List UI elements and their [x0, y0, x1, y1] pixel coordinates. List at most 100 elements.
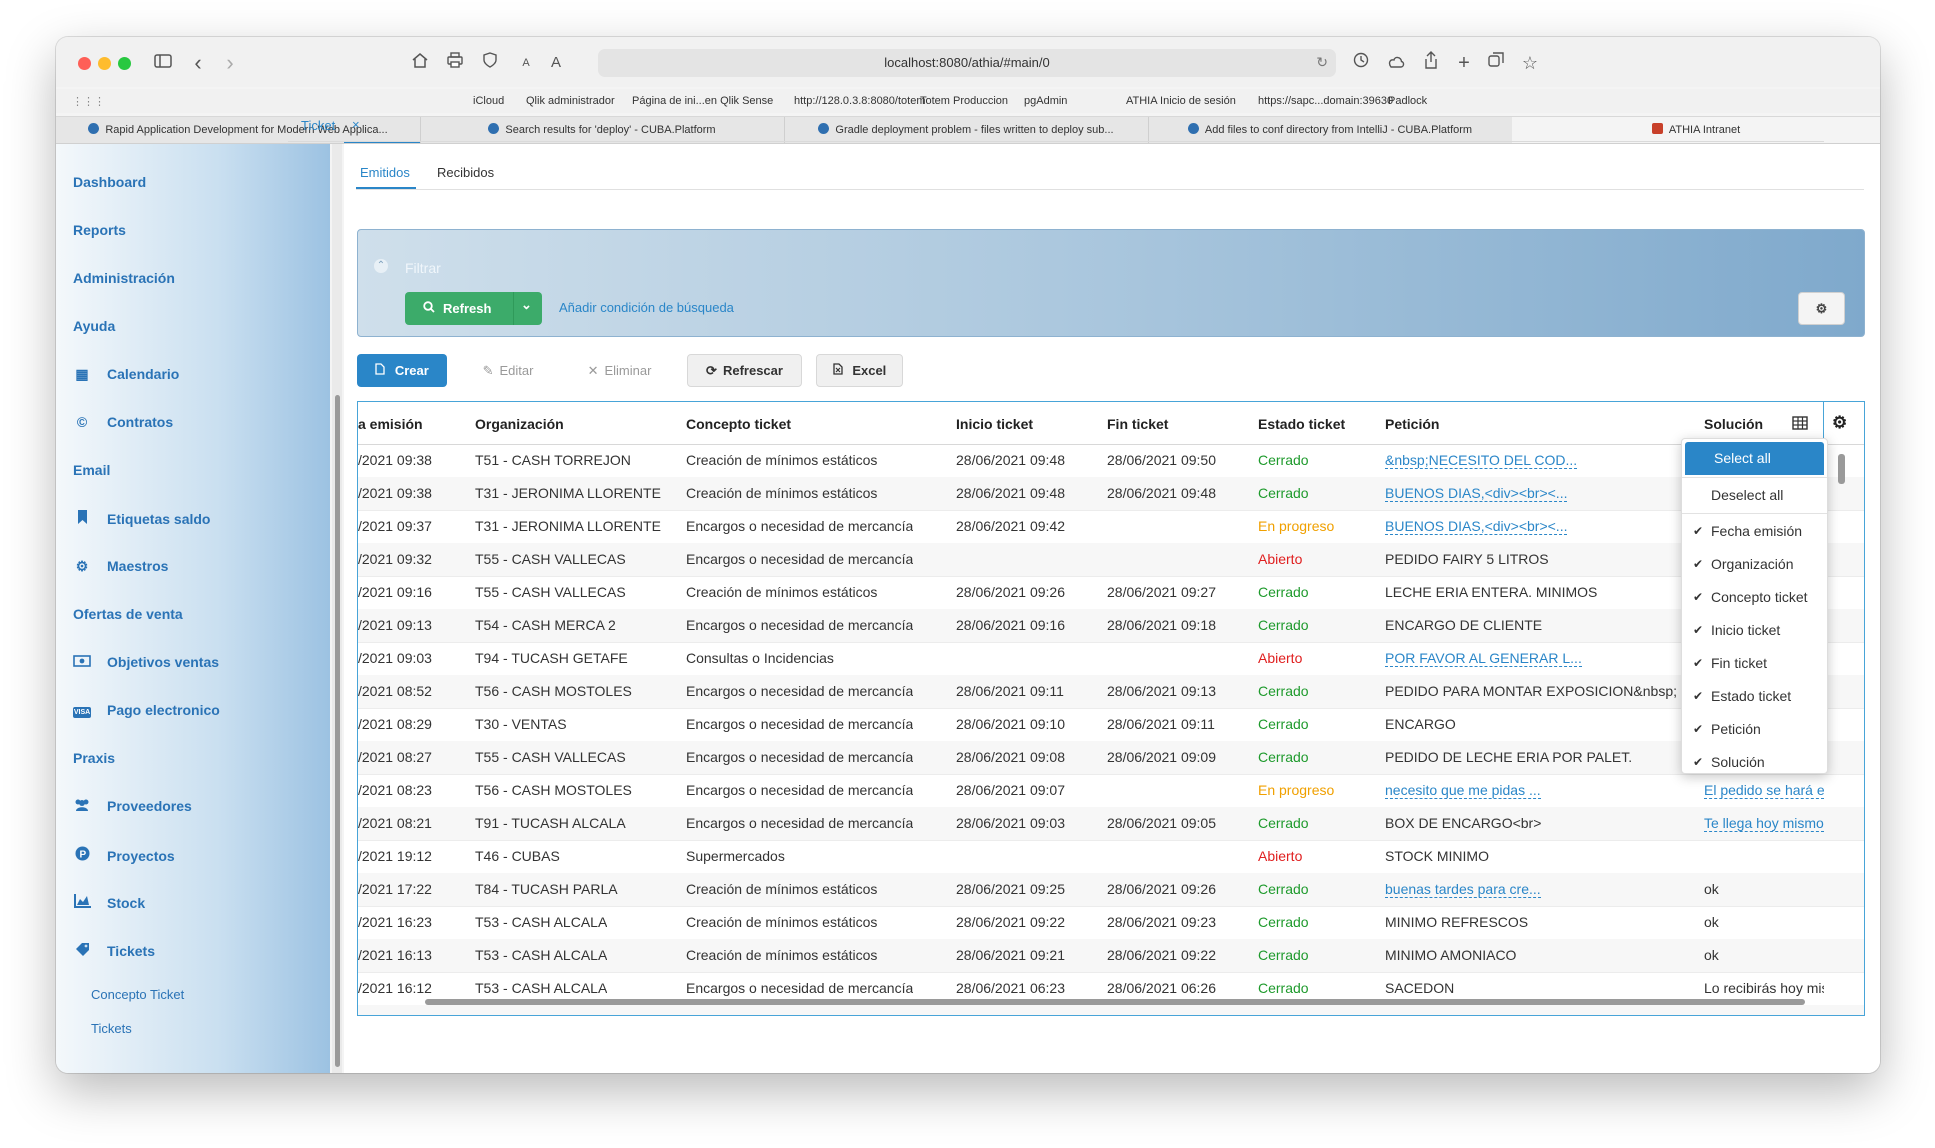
sidebar-item-administracion[interactable]: Administración: [73, 270, 175, 286]
browser-tab[interactable]: Rapid Application Development for Modern…: [56, 117, 421, 143]
column-toggle[interactable]: ✔ Fin ticket: [1682, 647, 1827, 680]
column-toggle[interactable]: ✔ Concepto ticket: [1682, 581, 1827, 614]
bookmark-athia[interactable]: ATHIA Inicio de sesión: [1126, 95, 1236, 107]
bookmark-totem[interactable]: http://128.0.3.8:8080/totem: [794, 95, 926, 107]
header-fin-ticket[interactable]: Fin ticket: [1107, 416, 1169, 432]
close-window-button[interactable]: [78, 57, 91, 70]
tab-ticket[interactable]: Ticket: [301, 118, 336, 133]
sidebar-item-proveedores[interactable]: Proveedores: [73, 798, 192, 814]
bookmark-qlik-sense[interactable]: Página de ini...en Qlik Sense: [632, 95, 774, 107]
table-row[interactable]: /2021 09:38 T31 - JERONIMA LLORENTE Creaci…: [358, 477, 1864, 511]
sidebar-item-etiquetas-saldo[interactable]: Etiquetas saldo: [73, 510, 210, 527]
tab-overview-icon[interactable]: [1484, 51, 1508, 75]
browser-tab[interactable]: Add files to conf directory from Intelli…: [1148, 117, 1513, 143]
cell-peticion[interactable]: &nbsp;NECESITO DEL COD...: [1385, 452, 1578, 469]
sidebar-item-ofertas-venta[interactable]: Ofertas de venta: [73, 606, 183, 622]
sidebar-subitem-tickets[interactable]: Tickets: [91, 1021, 132, 1036]
cell-peticion[interactable]: BUENOS DIAS,<div><br><...: [1385, 485, 1568, 502]
bookmark-totem-produccion[interactable]: Totem Produccion: [920, 95, 1009, 107]
refrescar-button[interactable]: ⟳ Refrescar: [687, 354, 802, 387]
table-row[interactable]: /2021 08:21 T91 - TUCASH ALCALA Encargos o…: [358, 807, 1864, 841]
cell-peticion[interactable]: necesito que me pidas ...: [1385, 782, 1541, 799]
subtab-recibidos[interactable]: Recibidos: [437, 165, 495, 180]
header-concepto-ticket[interactable]: Concepto ticket: [686, 416, 792, 432]
filter-settings-button[interactable]: ⚙: [1798, 292, 1845, 325]
grid-icon[interactable]: ⋮⋮⋮: [72, 96, 105, 108]
table-row[interactable]: /2021 09:03 T94 - TUCASH GETAFE Consultas …: [358, 642, 1864, 676]
table-row[interactable]: /2021 08:27 T55 - CASH VALLECAS Encargos o…: [358, 741, 1864, 775]
sidebar-item-reports[interactable]: Reports: [73, 222, 126, 238]
bookmark-sapc[interactable]: https://sapc...domain:39630: [1258, 95, 1394, 107]
excel-button[interactable]: Excel: [816, 354, 903, 387]
sidebar-item-pago-electronico[interactable]: VISA Pago electronico: [73, 702, 220, 718]
table-row[interactable]: /2021 17:22 T84 - TUCASH PARLA Creación de…: [358, 873, 1864, 907]
bookmark-pgadmin[interactable]: pgAdmin: [1024, 95, 1068, 107]
cell-peticion[interactable]: buenas tardes para cre...: [1385, 881, 1541, 898]
cell-peticion[interactable]: BUENOS DIAS,<div><br><...: [1385, 518, 1568, 535]
table-row[interactable]: /2021 19:12 T46 - CUBAS Supermercados Abier…: [358, 840, 1864, 874]
editar-button[interactable]: ✎ Editar: [463, 354, 553, 387]
refresh-filter-button[interactable]: Refresh ⌄: [405, 292, 542, 325]
column-toggle[interactable]: ✔ Organización: [1682, 548, 1827, 581]
vertical-scroll-thumb[interactable]: [1838, 454, 1845, 484]
history-icon[interactable]: [1349, 51, 1373, 75]
column-layout-icon[interactable]: [1792, 416, 1808, 435]
sidebar-item-stock[interactable]: Stock: [73, 894, 145, 911]
chevron-down-icon[interactable]: ⌄: [521, 297, 532, 312]
deselect-all-button[interactable]: Deselect all: [1711, 487, 1784, 503]
sidebar-item-objetivos-ventas[interactable]: Objetivos ventas: [73, 654, 219, 670]
table-row[interactable]: /2021 09:13 T54 - CASH MERCA 2 Encargos o …: [358, 609, 1864, 643]
crear-button[interactable]: Crear: [357, 354, 447, 387]
zoom-window-button[interactable]: [118, 57, 131, 70]
cell-solucion[interactable]: Te llega hoy mismo.<s: [1704, 815, 1824, 832]
table-row[interactable]: /2021 08:23 T56 - CASH MOSTOLES Encargos o…: [358, 774, 1864, 808]
browser-tab[interactable]: Search results for 'deploy' - CUBA.Platf…: [420, 117, 785, 143]
cell-peticion[interactable]: te envio una plantilla...: [1385, 1013, 1524, 1015]
header-fecha-emision[interactable]: a emisión: [358, 416, 423, 432]
cell-solucion[interactable]: El pedido se hará el p...: [1704, 782, 1824, 799]
browser-tab[interactable]: Gradle deployment problem - files writte…: [784, 117, 1149, 143]
table-row[interactable]: /2021 16:23 T53 - CASH ALCALA Creación de …: [358, 906, 1864, 940]
sidebar-item-maestros[interactable]: ⚙ Maestros: [73, 558, 169, 575]
share-icon[interactable]: [1419, 51, 1443, 75]
collapse-filter-icon[interactable]: ⌃: [374, 259, 388, 273]
header-peticion[interactable]: Petición: [1385, 416, 1440, 432]
text-larger-icon[interactable]: A: [550, 54, 561, 71]
sidebar-item-proyectos[interactable]: P Proyectos: [73, 846, 175, 864]
star-icon[interactable]: ☆: [1521, 53, 1539, 73]
eliminar-button[interactable]: ✕ Eliminar: [572, 354, 667, 387]
address-bar[interactable]: localhost:8080/athia/#main/0 ↻: [598, 49, 1336, 77]
bookmark-padlock[interactable]: Padlock: [1388, 95, 1428, 107]
sidebar-item-contratos[interactable]: © Contratos: [73, 414, 173, 430]
sidebar-item-calendario[interactable]: ▦ Calendario: [73, 366, 179, 383]
cell-peticion[interactable]: POR FAVOR AL GENERAR L...: [1385, 650, 1582, 667]
table-row[interactable]: /2021 09:37 T31 - JERONIMA LLORENTE Encarg…: [358, 510, 1864, 544]
table-row[interactable]: /2021 14:52 T13 - VILLAVERDE 2 Creación de…: [358, 1005, 1864, 1015]
sidebar-item-ayuda[interactable]: Ayuda: [73, 318, 116, 334]
reload-icon[interactable]: ↻: [1316, 54, 1328, 70]
sidebar-item-praxis[interactable]: Praxis: [73, 750, 116, 766]
horizontal-scroll-thumb[interactable]: [425, 999, 1805, 1005]
select-all-button[interactable]: Select all: [1685, 442, 1824, 475]
table-row[interactable]: /2021 09:38 T51 - CASH TORREJON Creación d…: [358, 444, 1864, 478]
column-toggle[interactable]: ✔ Petición: [1682, 713, 1827, 746]
table-row[interactable]: /2021 08:52 T56 - CASH MOSTOLES Encargos o…: [358, 675, 1864, 709]
table-row[interactable]: /2021 09:32 T55 - CASH VALLECAS Encargos o…: [358, 543, 1864, 577]
sidebar-item-tickets[interactable]: Tickets: [73, 942, 155, 959]
tab-close-icon[interactable]: ×: [352, 117, 360, 132]
column-toggle[interactable]: ✔ Inicio ticket: [1682, 614, 1827, 647]
add-condition-link[interactable]: Añadir condición de búsqueda: [559, 300, 734, 315]
bookmark-icloud[interactable]: iCloud: [473, 95, 505, 107]
column-toggle[interactable]: ✔ Solución: [1682, 746, 1827, 779]
table-row[interactable]: /2021 09:16 T55 - CASH VALLECAS Creación d…: [358, 576, 1864, 610]
print-icon[interactable]: [443, 51, 467, 75]
bookmark-qlik-admin[interactable]: Qlik administrador: [526, 95, 615, 107]
home-icon[interactable]: [408, 51, 432, 75]
column-toggle[interactable]: ✔ Estado ticket: [1682, 680, 1827, 713]
table-row[interactable]: /2021 16:13 T53 - CASH ALCALA Creación de …: [358, 939, 1864, 973]
shield-icon[interactable]: [478, 51, 502, 75]
sidebar-item-email[interactable]: Email: [73, 462, 111, 478]
new-tab-icon[interactable]: +: [1458, 52, 1470, 74]
forward-icon[interactable]: ›: [226, 50, 234, 75]
back-icon[interactable]: ‹: [194, 50, 202, 75]
